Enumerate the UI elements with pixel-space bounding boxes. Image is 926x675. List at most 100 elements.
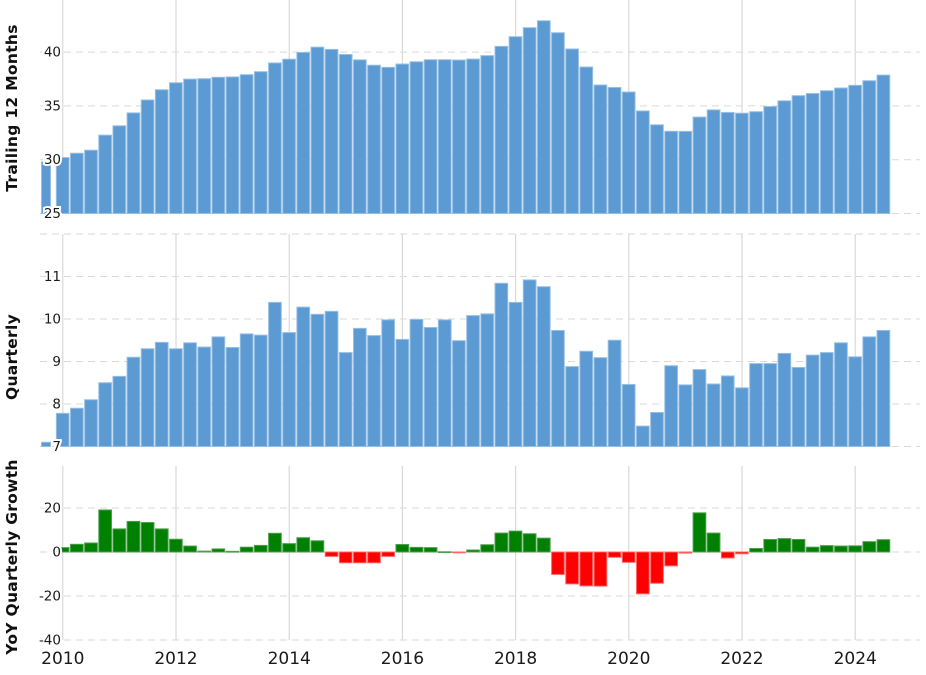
quarterly-bar[interactable] (282, 332, 296, 448)
trailing-12-months-bar[interactable] (41, 161, 51, 215)
trailing-12-months-bar[interactable] (678, 130, 693, 214)
yoy-quarterly-growth-bar[interactable] (169, 538, 183, 553)
yoy-quarterly-growth-bar[interactable] (268, 532, 282, 553)
quarterly-bar[interactable] (183, 342, 197, 447)
quarterly-bar[interactable] (452, 340, 466, 447)
trailing-12-months-bar[interactable] (423, 59, 438, 215)
quarterly-bar[interactable] (720, 375, 735, 448)
yoy-quarterly-growth-bar[interactable] (395, 544, 410, 553)
trailing-12-months-bar[interactable] (452, 59, 466, 215)
yoy-quarterly-growth-bar[interactable] (140, 522, 155, 553)
quarterly-bar[interactable] (338, 352, 353, 448)
quarterly-bar[interactable] (211, 336, 226, 448)
trailing-12-months-bar[interactable] (112, 125, 127, 214)
trailing-12-months-bar[interactable] (480, 55, 495, 214)
trailing-12-months-bar[interactable] (197, 78, 212, 214)
yoy-quarterly-growth-bar[interactable] (494, 532, 509, 553)
trailing-12-months-bar[interactable] (353, 59, 367, 214)
trailing-12-months-bar[interactable] (239, 74, 254, 214)
yoy-quarterly-growth-bar[interactable] (154, 528, 169, 553)
quarterly-bar[interactable] (310, 313, 325, 448)
quarterly-bar[interactable] (848, 356, 862, 448)
quarterly-bar[interactable] (395, 338, 410, 447)
yoy-quarterly-growth-bar[interactable] (324, 551, 339, 557)
quarterly-bar[interactable] (437, 319, 452, 448)
trailing-12-months-bar[interactable] (324, 48, 339, 214)
quarterly-bar[interactable] (522, 279, 537, 447)
trailing-12-months-bar[interactable] (565, 48, 579, 214)
trailing-12-months-bar[interactable] (777, 100, 792, 214)
yoy-quarterly-growth-bar[interactable] (650, 551, 664, 584)
quarterly-bar[interactable] (84, 399, 98, 447)
yoy-quarterly-growth-bar[interactable] (593, 551, 608, 587)
quarterly-bar[interactable] (154, 341, 169, 447)
yoy-quarterly-growth-bar[interactable] (763, 538, 778, 553)
yoy-quarterly-growth-bar[interactable] (423, 547, 438, 553)
quarterly-bar[interactable] (140, 348, 155, 447)
yoy-quarterly-growth-bar[interactable] (437, 551, 452, 554)
yoy-quarterly-growth-bar[interactable] (720, 551, 735, 559)
yoy-quarterly-growth-bar[interactable] (819, 545, 834, 553)
quarterly-bar[interactable] (466, 315, 480, 447)
quarterly-bar[interactable] (621, 383, 636, 448)
yoy-quarterly-growth-bar[interactable] (112, 528, 127, 553)
trailing-12-months-bar[interactable] (55, 157, 70, 215)
yoy-quarterly-growth-bar[interactable] (607, 551, 622, 558)
trailing-12-months-bar[interactable] (126, 112, 141, 214)
trailing-12-months-bar[interactable] (834, 87, 848, 214)
quarterly-bar[interactable] (55, 412, 70, 448)
yoy-quarterly-growth-bar[interactable] (791, 538, 806, 553)
yoy-quarterly-growth-bar[interactable] (678, 551, 693, 554)
yoy-quarterly-growth-bar[interactable] (126, 520, 141, 553)
trailing-12-months-bar[interactable] (692, 116, 707, 214)
quarterly-bar[interactable] (367, 335, 381, 448)
trailing-12-months-bar[interactable] (466, 58, 480, 215)
quarterly-bar[interactable] (565, 366, 579, 448)
trailing-12-months-bar[interactable] (409, 61, 424, 215)
quarterly-bar[interactable] (480, 313, 495, 447)
trailing-12-months-bar[interactable] (98, 134, 113, 215)
quarterly-bar[interactable] (197, 346, 212, 447)
trailing-12-months-bar[interactable] (551, 32, 565, 215)
quarterly-bar[interactable] (664, 365, 678, 447)
trailing-12-months-bar[interactable] (282, 58, 296, 214)
quarterly-bar[interactable] (423, 327, 438, 447)
yoy-quarterly-growth-bar[interactable] (536, 537, 551, 553)
quarterly-bar[interactable] (650, 412, 664, 447)
trailing-12-months-bar[interactable] (70, 152, 84, 215)
quarterly-bar[interactable] (735, 387, 749, 448)
yoy-quarterly-growth-bar[interactable] (579, 551, 594, 587)
yoy-quarterly-growth-bar[interactable] (834, 545, 848, 553)
yoy-quarterly-growth-bar[interactable] (310, 540, 325, 553)
yoy-quarterly-growth-bar[interactable] (338, 551, 353, 564)
quarterly-bar[interactable] (763, 363, 778, 447)
trailing-12-months-bar[interactable] (367, 64, 381, 214)
quarterly-bar[interactable] (593, 357, 608, 447)
quarterly-bar[interactable] (876, 329, 891, 448)
quarterly-bar[interactable] (98, 382, 113, 447)
trailing-12-months-bar[interactable] (154, 89, 169, 214)
quarterly-bar[interactable] (381, 319, 395, 448)
yoy-quarterly-growth-bar[interactable] (98, 509, 113, 553)
trailing-12-months-bar[interactable] (791, 95, 806, 214)
yoy-quarterly-growth-bar[interactable] (381, 551, 395, 557)
trailing-12-months-bar[interactable] (763, 106, 778, 214)
quarterly-bar[interactable] (579, 350, 594, 447)
trailing-12-months-bar[interactable] (819, 90, 834, 214)
trailing-12-months-bar[interactable] (706, 109, 721, 214)
quarterly-bar[interactable] (607, 339, 622, 447)
trailing-12-months-bar[interactable] (805, 93, 820, 214)
trailing-12-months-bar[interactable] (621, 91, 636, 214)
trailing-12-months-bar[interactable] (183, 78, 197, 214)
quarterly-bar[interactable] (225, 346, 240, 448)
trailing-12-months-bar[interactable] (225, 76, 240, 214)
quarterly-bar[interactable] (126, 356, 141, 447)
trailing-12-months-bar[interactable] (536, 20, 551, 214)
yoy-quarterly-growth-bar[interactable] (409, 546, 424, 553)
quarterly-bar[interactable] (706, 383, 721, 447)
yoy-quarterly-growth-bar[interactable] (239, 546, 254, 553)
yoy-quarterly-growth-bar[interactable] (777, 538, 792, 553)
quarterly-bar[interactable] (862, 336, 877, 448)
trailing-12-months-bar[interactable] (310, 46, 325, 214)
trailing-12-months-bar[interactable] (338, 53, 353, 215)
